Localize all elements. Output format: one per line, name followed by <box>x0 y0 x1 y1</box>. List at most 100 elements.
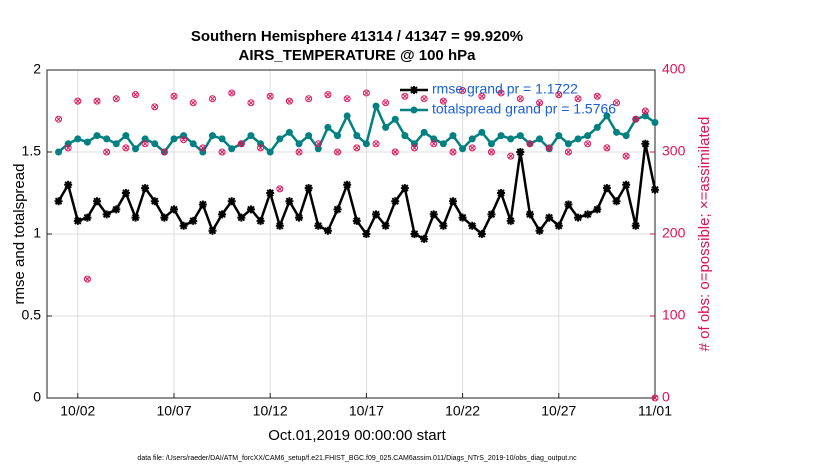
y-tick-label: 0.5 <box>22 307 42 323</box>
data-point <box>179 221 188 230</box>
marker-circle <box>112 95 120 103</box>
data-point <box>352 216 361 225</box>
marker-circle <box>487 140 495 148</box>
marker-x <box>652 395 658 401</box>
data-point <box>54 197 63 206</box>
data-point <box>622 132 630 140</box>
data-point <box>602 184 611 193</box>
marker-star <box>564 200 573 209</box>
marker-circle <box>641 107 649 115</box>
marker-circle <box>266 148 274 156</box>
marker-circle <box>362 140 370 148</box>
data-point <box>199 144 207 152</box>
marker-x <box>537 100 542 106</box>
data-point <box>218 210 227 219</box>
marker-x <box>210 96 215 102</box>
marker-star <box>352 216 361 225</box>
data-point <box>83 275 91 283</box>
data-point <box>583 210 592 219</box>
marker-star <box>372 210 381 219</box>
marker-circle <box>420 128 428 136</box>
marker-star <box>275 221 284 230</box>
footnote: data file: /Users/raeder/DAI/ATM_forcXX/… <box>137 455 577 462</box>
marker-x <box>460 88 465 93</box>
marker-circle <box>83 275 91 283</box>
marker-x <box>469 145 475 151</box>
marker-circle <box>276 185 284 193</box>
marker-x <box>200 145 206 151</box>
data-point <box>333 205 342 214</box>
data-point <box>93 97 101 105</box>
marker-circle <box>141 135 149 143</box>
marker-circle <box>237 140 245 148</box>
marker-star <box>83 213 92 222</box>
data-point <box>276 135 284 143</box>
marker-circle <box>208 132 216 140</box>
marker-x <box>229 90 235 96</box>
data-point <box>237 213 246 222</box>
data-point <box>641 112 649 120</box>
data-point <box>410 144 418 152</box>
data-point <box>276 185 284 193</box>
plot-frame <box>46 69 656 399</box>
data-point <box>430 135 438 143</box>
marker-star <box>131 213 140 222</box>
data-point <box>353 132 361 140</box>
marker-star <box>54 197 63 206</box>
data-point <box>555 91 563 99</box>
marker-x <box>142 141 148 147</box>
data-point <box>372 140 380 148</box>
marker-circle <box>468 144 476 152</box>
data-point <box>305 132 313 140</box>
marker-circle <box>487 148 495 156</box>
marker-circle <box>593 123 601 131</box>
marker-circle <box>112 140 120 148</box>
marker-circle <box>170 135 178 143</box>
marker-x <box>575 96 581 102</box>
data-point <box>169 205 178 214</box>
data-point <box>506 216 515 225</box>
data-point <box>131 213 140 222</box>
data-point <box>83 213 92 222</box>
marker-star <box>439 221 448 230</box>
data-point <box>536 135 544 143</box>
y-tick-label: 0 <box>33 389 41 405</box>
marker-x <box>643 108 648 114</box>
marker-x <box>162 149 167 155</box>
marker-x <box>267 93 273 99</box>
marker-x <box>296 149 302 155</box>
data-point <box>439 140 447 148</box>
marker-circle <box>189 99 197 107</box>
marker-circle <box>516 95 524 103</box>
data-point <box>468 221 477 230</box>
marker-star <box>622 180 631 189</box>
marker-star <box>141 184 150 193</box>
marker-star <box>381 221 390 230</box>
x-tick-label: 11/01 <box>638 403 672 419</box>
data-point <box>83 138 91 146</box>
data-point <box>334 148 342 156</box>
marker-star <box>160 213 169 222</box>
marker-circle <box>285 128 293 136</box>
data-point <box>372 210 381 219</box>
marker-star <box>410 230 419 238</box>
marker-star <box>295 213 304 222</box>
data-point <box>545 144 553 152</box>
marker-circle <box>228 89 236 97</box>
y-tick-label: 2 <box>33 61 41 77</box>
y-axis-label: rmse and totalspread <box>11 164 28 305</box>
data-point <box>535 226 544 235</box>
marker-star <box>102 210 111 219</box>
marker-circle <box>189 140 197 148</box>
marker-circle <box>420 95 428 103</box>
y2-tick-label: 400 <box>662 61 686 77</box>
data-point <box>593 92 601 100</box>
marker-circle <box>439 140 447 148</box>
x-tick-label: 10/02 <box>60 403 95 419</box>
data-point <box>382 123 390 131</box>
marker-x <box>614 100 619 106</box>
marker-x <box>181 137 186 143</box>
marker-x <box>277 186 283 192</box>
marker-star <box>285 197 294 206</box>
